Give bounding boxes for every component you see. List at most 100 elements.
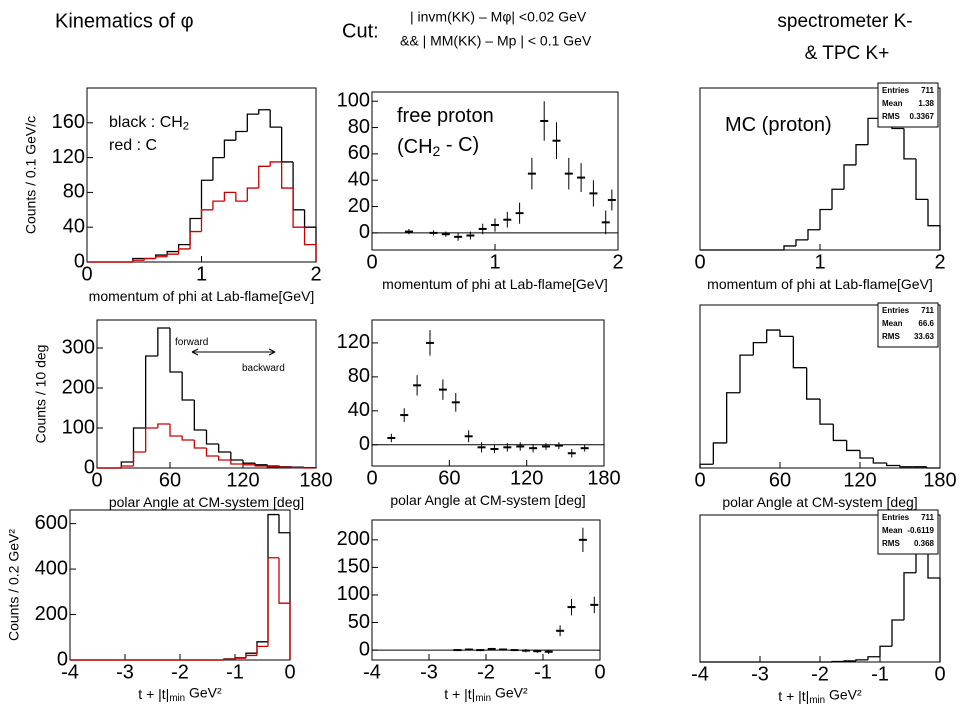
x-tick-label: 120 <box>510 467 543 489</box>
x-tick-label: -4 <box>691 663 709 685</box>
stats-box <box>877 509 939 555</box>
histogram-bin <box>278 514 291 660</box>
plot-frame <box>69 509 291 661</box>
annotation-text: forward <box>175 337 208 348</box>
x-tick-label: 0 <box>284 661 295 683</box>
x-tick-label: 180 <box>587 467 620 489</box>
y-tick-label: 0 <box>74 250 85 272</box>
histogram-bin <box>200 209 213 232</box>
x-axis-label: momentum of phi at Lab-flame[GeV] <box>707 276 933 292</box>
histogram-bin <box>258 165 271 189</box>
histogram-bin <box>169 328 183 373</box>
y-tick-label: 0 <box>84 456 95 478</box>
x-axis-label-sub: min <box>169 693 185 704</box>
histogram-bin <box>223 139 236 158</box>
x-axis-label-text: polar Angle at CM-system [deg] <box>109 494 304 510</box>
annotation-sub: 2 <box>183 120 189 132</box>
cut: | invm(KK) – Mφ| <0.02 GeV <box>410 9 587 25</box>
histogram-bin <box>254 464 268 467</box>
x-tick-label: 0 <box>934 663 945 685</box>
stats-label: RMS <box>882 539 900 548</box>
histogram-bin <box>132 259 145 262</box>
histogram-bin <box>145 355 158 428</box>
stats-label: Entries <box>882 86 910 95</box>
histogram-bin <box>699 463 714 468</box>
detector: & TPC K+ <box>805 43 890 64</box>
y-tick-label: 400 <box>35 557 68 579</box>
histogram-bin <box>266 466 280 468</box>
plot-frame <box>371 519 601 661</box>
x-tick-label: 180 <box>923 469 956 491</box>
histogram-bin <box>867 656 880 660</box>
stats-label: RMS <box>882 112 900 121</box>
x-tick-label: 180 <box>299 469 332 491</box>
cut-label: Cut: <box>342 20 379 42</box>
annotation: black : CH2 <box>109 114 189 132</box>
x-axis-label-text: momentum of phi at Lab-flame[GeV] <box>707 276 933 292</box>
histogram-bin <box>779 330 794 337</box>
x-axis-label-text: polar Angle at CM-system [deg] <box>390 492 585 508</box>
histogram-bin <box>266 464 280 467</box>
x-tick-label: 2 <box>612 251 623 273</box>
histogram-bin <box>120 465 134 468</box>
plot-frame <box>96 319 317 469</box>
histogram-bin <box>205 430 219 445</box>
x-tick-label: -2 <box>477 661 495 683</box>
histogram-bin <box>807 229 820 240</box>
y-tick-label: 300 <box>62 336 95 358</box>
x-axis-label: momentum of phi at Lab-flame[GeV] <box>382 276 608 292</box>
histogram-bin <box>752 341 767 356</box>
y-tick-label: 100 <box>337 583 370 605</box>
x-tick-label: -2 <box>171 661 189 683</box>
y-tick-label: 150 <box>337 556 370 578</box>
histogram-bin <box>242 464 256 466</box>
x-tick-label: 60 <box>438 467 460 489</box>
x-tick-label: 1 <box>196 263 207 285</box>
plot-frame <box>371 319 605 467</box>
x-axis-label-text: polar Angle at CM-system [deg] <box>722 494 917 510</box>
histogram-bin <box>281 127 294 163</box>
histogram-bin <box>269 109 282 128</box>
y-tick-label: 0 <box>359 638 370 660</box>
stats-label: Mean <box>882 319 903 328</box>
histogram-bin <box>886 462 900 467</box>
x-axis-label: momentum of phi at Lab-flame[GeV] <box>89 288 315 304</box>
stats-label: Mean <box>882 99 903 108</box>
x-axis-label-sub: min <box>809 695 825 706</box>
annotation-text: red : C <box>109 137 157 154</box>
y-tick-label: 80 <box>348 365 370 387</box>
histogram-bin <box>726 392 740 443</box>
histogram-bin <box>739 354 754 393</box>
x-axis-label: polar Angle at CM-system [deg] <box>390 492 585 508</box>
x-tick-label: -1 <box>534 661 552 683</box>
y-axis-label: Counts / 0.2 GeV² <box>6 529 22 641</box>
histogram-bin <box>254 463 268 466</box>
histogram-bin <box>155 256 168 259</box>
x-axis-label-text: t + |t| <box>778 688 809 704</box>
y-tick-label: 0 <box>359 221 370 243</box>
histogram-bin <box>212 156 225 181</box>
y-tick-label: 0 <box>57 648 68 670</box>
stats-box <box>877 82 939 128</box>
x-axis-label-text: GeV² <box>185 684 222 700</box>
histogram-bin <box>831 660 844 663</box>
histogram-bin <box>256 641 268 654</box>
x-axis-label-text: t + |t| <box>444 686 475 702</box>
stats-value: 0.368 <box>914 539 935 548</box>
histogram-bin <box>899 465 914 468</box>
histogram-bin <box>235 130 248 141</box>
stats-value: 1.38 <box>918 99 934 108</box>
histogram-bin <box>143 257 156 261</box>
y-tick-label: 100 <box>62 416 95 438</box>
y-axis-label: Counts / 10 deg <box>33 345 49 444</box>
x-tick-label: -3 <box>751 663 769 685</box>
histogram-bin <box>843 660 856 662</box>
histogram-bin <box>879 645 892 657</box>
histogram-bin <box>145 427 158 452</box>
x-tick-label: 0 <box>366 467 377 489</box>
histogram-bin <box>230 460 243 465</box>
x-tick-label: 0 <box>81 263 92 285</box>
histogram-bin <box>181 372 195 401</box>
histogram-bin <box>303 209 317 262</box>
x-tick-label: 120 <box>226 469 259 491</box>
